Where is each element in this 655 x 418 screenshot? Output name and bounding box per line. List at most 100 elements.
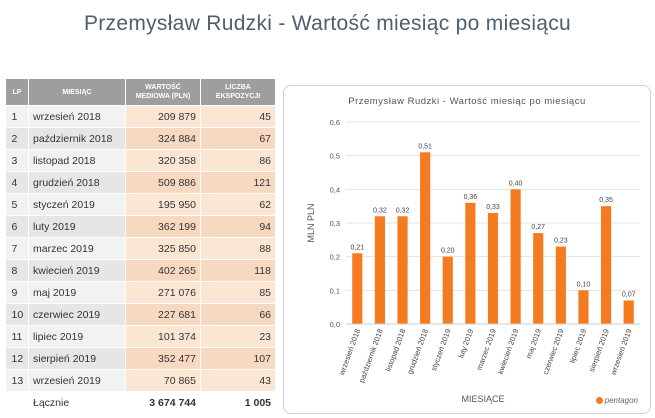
logo-text: pentagon — [604, 396, 638, 405]
bar — [533, 233, 544, 324]
table-row: 10 czerwiec 2019 227 681 66 — [5, 303, 276, 326]
header-value: WARTOŚĆ MEDIOWA (PLN) — [125, 78, 201, 106]
data-label: 0,40 — [509, 180, 523, 187]
cell-exposures: 66 — [200, 303, 276, 326]
bar — [397, 216, 408, 324]
cell-lp: 9 — [5, 281, 29, 304]
cell-month: listopad 2018 — [28, 149, 126, 172]
page-title: Przemysław Rudzki - Wartość miesiąc po m… — [83, 12, 572, 35]
cell-lp: 3 — [5, 149, 29, 172]
cell-value: 320 358 — [125, 149, 201, 172]
cell-month: wrzesień 2019 — [28, 369, 126, 392]
data-label: 0,35 — [599, 197, 613, 204]
bar — [487, 212, 499, 324]
cell-lp: 12 — [5, 347, 29, 370]
x-tick-label: grudzień 2018 — [405, 328, 430, 376]
data-label: 0,23 — [554, 238, 568, 245]
data-label: 0,20 — [441, 248, 455, 255]
cell-value: 101 374 — [125, 325, 201, 348]
bar — [600, 206, 612, 324]
cell-exposures: 86 — [200, 149, 276, 172]
cell-exposures: 85 — [200, 281, 276, 304]
cell-month: czerwiec 2019 — [28, 303, 126, 326]
cell-exposures: 67 — [200, 127, 276, 150]
table-row: 6 luty 2019 362 199 94 — [5, 215, 276, 238]
cell-lp: 11 — [5, 325, 29, 348]
cell-exposures: 43 — [200, 369, 276, 392]
cell-value: 324 884 — [125, 127, 201, 150]
cell-value: 362 199 — [125, 215, 201, 238]
header-month: MIESIĄC — [28, 78, 126, 106]
table-row: 11 lipiec 2019 101 374 23 — [5, 325, 276, 348]
total-empty — [5, 391, 29, 414]
table-row: 5 styczeń 2019 195 950 62 — [5, 193, 276, 216]
y-tick-label: 0,5 — [330, 152, 340, 161]
data-label: 0,21 — [350, 244, 364, 251]
cell-value: 352 477 — [125, 347, 201, 370]
cell-lp: 6 — [5, 215, 29, 238]
y-tick-label: 0,2 — [330, 253, 340, 262]
header-exposures: LICZBA EKSPOZYCJI — [200, 78, 276, 106]
table-row: 12 sierpień 2019 352 477 107 — [5, 347, 276, 370]
data-table: LP MIESIĄC WARTOŚĆ MEDIOWA (PLN) LICZBA … — [5, 78, 276, 414]
cell-exposures: 23 — [200, 325, 276, 348]
bar — [352, 253, 363, 324]
bar — [420, 152, 431, 324]
cell-exposures: 94 — [200, 215, 276, 238]
chart-title: Przemysław Rudzki - Wartość miesiąc po m… — [348, 96, 586, 107]
cell-month: wrzesień 2018 — [28, 105, 126, 128]
cell-exposures: 107 — [200, 347, 276, 370]
cell-value: 271 076 — [125, 281, 201, 304]
data-label: 0,33 — [486, 204, 500, 211]
x-tick-label: styczeń 2019 — [429, 328, 453, 373]
table-row: 13 wrzesień 2019 70 865 43 — [5, 369, 276, 392]
cell-exposures: 118 — [200, 259, 276, 282]
table-row: 2 październik 2018 324 884 67 — [5, 127, 276, 150]
cell-value: 325 850 — [125, 237, 201, 260]
bar — [442, 256, 453, 324]
table-row: 8 kwiecień 2019 402 265 118 — [5, 259, 276, 282]
x-tick-label: czerwiec 2019 — [541, 328, 566, 376]
y-tick-label: 0,4 — [330, 185, 340, 194]
chart-panel: Przemysław Rudzki - Wartość miesiąc po m… — [283, 85, 651, 414]
cell-exposures: 45 — [200, 105, 276, 128]
data-label: 0,36 — [464, 194, 478, 201]
y-tick-label: 0,0 — [330, 320, 340, 329]
total-value: 3 674 744 — [125, 391, 201, 414]
data-label: 0,10 — [577, 281, 591, 288]
y-tick-label: 0,3 — [330, 219, 340, 228]
cell-month: kwiecień 2019 — [28, 259, 126, 282]
x-tick-label: lipiec 2019 — [568, 328, 589, 365]
cell-month: sierpień 2019 — [28, 347, 126, 370]
header-lp: LP — [5, 78, 29, 106]
cell-month: luty 2019 — [28, 215, 126, 238]
cell-exposures: 88 — [200, 237, 276, 260]
table-row: 7 marzec 2019 325 850 88 — [5, 237, 276, 260]
cell-value: 209 879 — [125, 105, 201, 128]
table-header-row: LP MIESIĄC WARTOŚĆ MEDIOWA (PLN) LICZBA … — [5, 78, 276, 106]
bar — [623, 300, 634, 324]
total-label: Łącznie — [28, 391, 126, 414]
x-tick-label: wrzesień 2018 — [337, 328, 362, 377]
table-row: 4 grudzień 2018 509 886 121 — [5, 171, 276, 194]
bar — [465, 202, 476, 324]
table-total-row: Łącznie 3 674 744 1 005 — [5, 391, 276, 414]
bar — [578, 290, 589, 324]
data-label: 0,51 — [418, 143, 432, 150]
table-row: 9 maj 2019 271 076 85 — [5, 281, 276, 304]
cell-value: 227 681 — [125, 303, 201, 326]
total-exposures: 1 005 — [200, 391, 276, 414]
x-tick-label: marzec 2019 — [475, 328, 498, 372]
x-tick-label: luty 2019 — [456, 328, 475, 360]
y-axis-label: MLN PLN — [306, 203, 316, 242]
cell-lp: 2 — [5, 127, 29, 150]
x-tick-label: sierpień 2019 — [587, 328, 611, 373]
cell-month: maj 2019 — [28, 281, 126, 304]
x-tick-label: listopad 2018 — [384, 328, 408, 373]
cell-month: lipiec 2019 — [28, 325, 126, 348]
cell-lp: 13 — [5, 369, 29, 392]
cell-month: styczeń 2019 — [28, 193, 126, 216]
data-label: 0,32 — [373, 207, 387, 214]
pentagon-logo-icon: pentagon — [595, 396, 638, 405]
cell-month: grudzień 2018 — [28, 171, 126, 194]
